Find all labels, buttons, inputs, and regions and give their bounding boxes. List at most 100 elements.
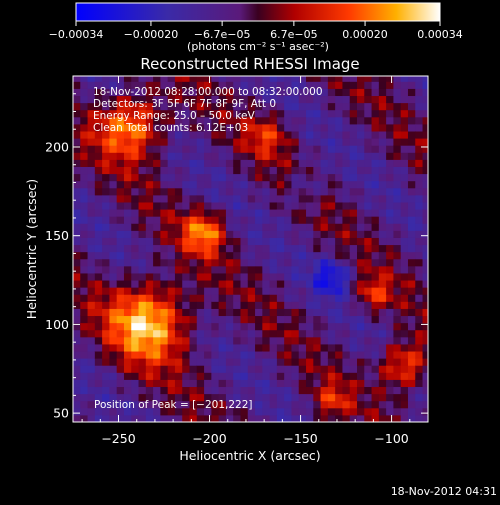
heatmap-cell: [357, 109, 365, 118]
heatmap-cell: [400, 209, 409, 217]
heatmap-cell: [233, 308, 241, 317]
heatmap-cell: [378, 294, 387, 302]
heatmap-cell: [342, 386, 351, 395]
heatmap-cell: [204, 95, 212, 104]
heatmap-cell: [116, 131, 125, 139]
heatmap-cell: [306, 400, 314, 409]
heatmap-cell: [342, 223, 351, 231]
heatmap-cell: [291, 131, 300, 139]
heatmap-cell: [393, 265, 402, 274]
heatmap-cell: [189, 131, 198, 139]
heatmap-cell: [371, 159, 380, 167]
heatmap-cell: [145, 223, 154, 231]
heatmap-cell: [422, 329, 428, 338]
heatmap-cell: [247, 95, 256, 104]
heatmap-cell: [182, 166, 191, 175]
heatmap-cell: [211, 343, 220, 352]
heatmap-cell: [407, 358, 416, 366]
heatmap-cell: [291, 81, 300, 89]
heatmap-cell: [364, 81, 373, 89]
heatmap-cell: [73, 145, 81, 153]
heatmap-cell: [123, 280, 132, 288]
heatmap-cell: [284, 329, 292, 338]
heatmap-cell: [306, 109, 314, 118]
heatmap-cell: [415, 95, 424, 104]
heatmap-cell: [364, 230, 373, 238]
heatmap-cell: [233, 287, 241, 295]
heatmap-cell: [218, 76, 227, 82]
heatmap-cell: [276, 237, 285, 246]
heatmap-cell: [204, 194, 212, 203]
heatmap-cell: [400, 351, 409, 359]
heatmap-cell: [393, 237, 402, 246]
heatmap-cell: [422, 131, 428, 139]
heatmap-cell: [145, 280, 154, 288]
heatmap-cell: [153, 258, 161, 267]
heatmap-cell: [276, 209, 285, 217]
heatmap-cell: [145, 152, 154, 160]
heatmap-cell: [233, 123, 241, 132]
heatmap-cell: [109, 358, 118, 366]
heatmap-cell: [269, 138, 278, 146]
heatmap-cell: [116, 386, 125, 395]
heatmap-cell: [167, 265, 176, 274]
heatmap-cell: [276, 414, 285, 422]
heatmap-cell: [371, 116, 380, 125]
heatmap-cell: [240, 372, 249, 380]
heatmap-cell: [73, 187, 81, 196]
heatmap-cell: [123, 88, 132, 97]
heatmap-cell: [291, 386, 300, 395]
heatmap-cell: [269, 180, 278, 189]
heatmap-cell: [276, 379, 285, 388]
heatmap-cell: [276, 372, 285, 380]
heatmap-cell: [306, 173, 314, 182]
heatmap-cell: [247, 194, 256, 203]
heatmap-cell: [357, 336, 365, 345]
heatmap-cell: [298, 414, 307, 422]
heatmap-cell: [153, 322, 161, 331]
colorbar-tick-label: −0.00020: [124, 28, 179, 41]
heatmap-cell: [422, 95, 428, 104]
heatmap-cell: [225, 81, 234, 89]
heatmap-cell: [204, 386, 212, 395]
heatmap-cell: [415, 365, 424, 373]
heatmap-cell: [204, 308, 212, 317]
heatmap-cell: [393, 393, 402, 402]
heatmap-cell: [422, 109, 428, 118]
heatmap-cell: [415, 379, 424, 388]
heatmap-cell: [407, 322, 416, 331]
heatmap-cell: [364, 336, 373, 345]
heatmap-cell: [298, 287, 307, 295]
heatmap-cell: [240, 109, 249, 118]
heatmap-cell: [422, 159, 428, 167]
colorbar: −0.00034 −0.00020 −6.7e−05 6.7e−05 0.00020 0.…: [49, 2, 463, 53]
heatmap-cell: [342, 123, 351, 132]
heatmap-cell: [386, 138, 394, 146]
heatmap-cell: [407, 237, 416, 246]
heatmap-cell: [87, 201, 96, 210]
heatmap-cell: [196, 131, 205, 139]
heatmap-cell: [393, 407, 402, 416]
heatmap-cell: [291, 400, 300, 409]
heatmap-cell: [87, 194, 96, 203]
heatmap-cell: [262, 372, 271, 380]
heatmap-cell: [211, 365, 220, 373]
heatmap-cell: [276, 315, 285, 324]
heatmap-cell: [196, 301, 205, 309]
heatmap-cell: [73, 230, 81, 238]
heatmap-cell: [204, 287, 212, 295]
heatmap-cell: [269, 343, 278, 352]
heatmap-cell: [189, 88, 198, 97]
heatmap-cell: [138, 400, 147, 409]
heatmap-cell: [182, 287, 191, 295]
heatmap-cell: [218, 180, 227, 189]
heatmap-cell: [269, 301, 278, 309]
heatmap-cell: [196, 244, 205, 253]
heatmap-cell: [415, 393, 424, 402]
heatmap-cell: [94, 280, 103, 288]
heatmap-cell: [291, 379, 300, 388]
heatmap-cell: [306, 407, 314, 416]
heatmap-cell: [182, 258, 191, 267]
heatmap-cell: [262, 336, 271, 345]
heatmap-cell: [364, 280, 373, 288]
